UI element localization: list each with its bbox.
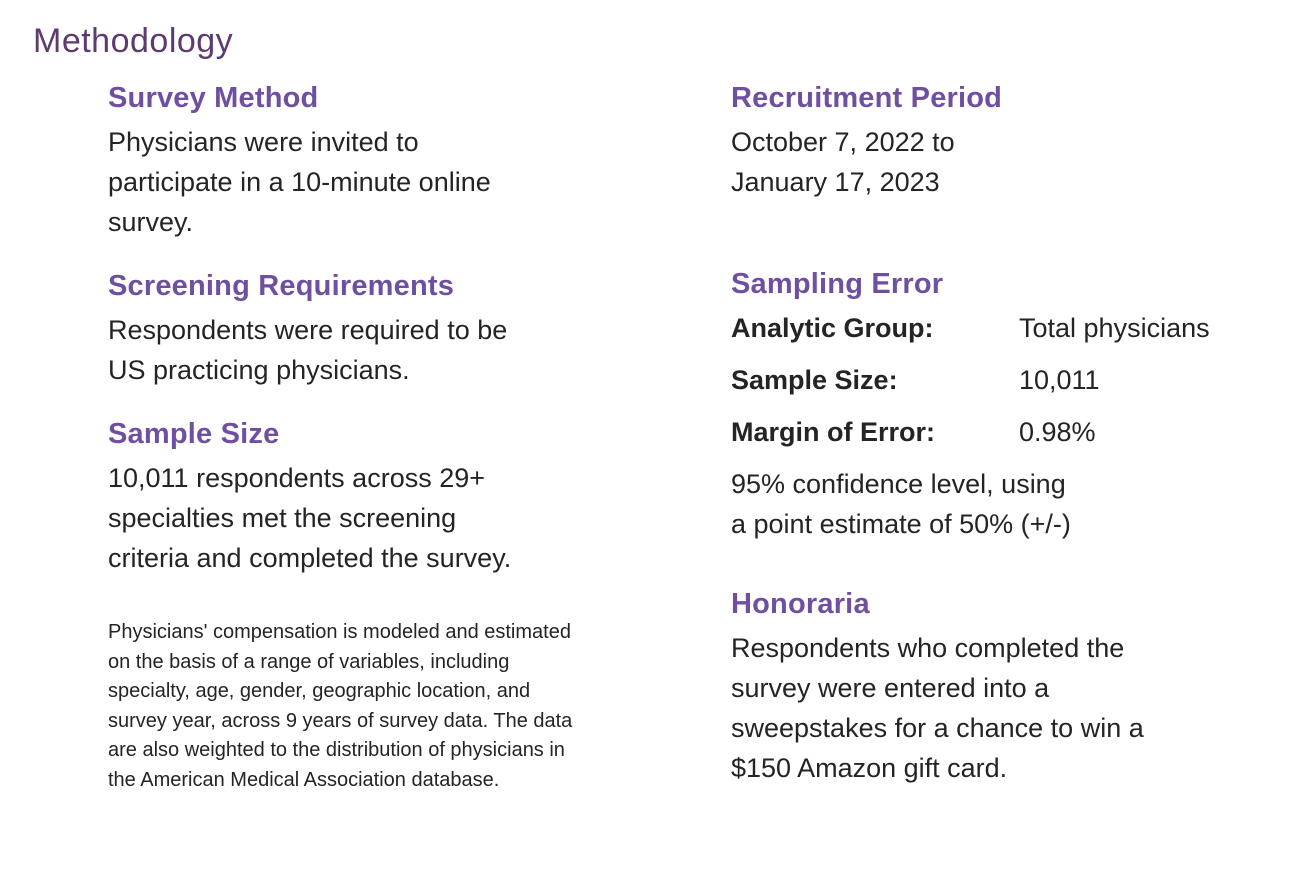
section-sample-size: Sample Size 10,011 respondents across 29… <box>108 416 693 578</box>
stat-label: Sample Size: <box>731 365 898 395</box>
text-line: criteria and completed the survey. <box>108 543 512 573</box>
text-line: on the basis of a range of variables, in… <box>108 650 510 673</box>
stat-row-margin-of-error: Margin of Error: 0.98% <box>731 412 1276 452</box>
section-sampling-error: Sampling Error Analytic Group: Total phy… <box>731 266 1276 544</box>
stat-value: 10,011 <box>1019 365 1100 395</box>
sampling-error-table: Analytic Group: Total physicians Sample … <box>731 308 1276 452</box>
stat-label: Analytic Group: <box>731 313 934 343</box>
text-line: $150 Amazon gift card. <box>731 753 1008 783</box>
stat-label: Margin of Error: <box>731 417 936 447</box>
recruitment-period-heading: Recruitment Period <box>731 82 1003 114</box>
text-line: October 7, 2022 to <box>731 127 955 157</box>
text-line: specialties met the screening <box>108 503 457 533</box>
stat-value: Total physicians <box>1019 313 1210 343</box>
section-recruitment-period: Recruitment Period October 7, 2022 to Jan… <box>731 80 1276 202</box>
text-line: a point estimate of 50% (+/-) <box>731 509 1071 539</box>
text-line: specialty, age, gender, geographic locat… <box>108 680 531 702</box>
text-line: participate in a 10-minute online <box>108 167 491 197</box>
text-line: US practicing physicians. <box>108 355 410 385</box>
page-title: Methodology <box>33 22 234 60</box>
text-line: are also weighted to the distribution of… <box>108 739 565 761</box>
text-line: Physicians' compensation is modeled and … <box>108 621 571 643</box>
stat-value: 0.98% <box>1019 417 1096 447</box>
text-line: Respondents who completed the <box>731 633 1125 663</box>
text-line: survey. <box>108 207 194 237</box>
text-line: survey were entered into a <box>731 673 1050 703</box>
section-screening-requirements: Screening Requirements Respondents were … <box>108 268 693 390</box>
stat-row-analytic-group: Analytic Group: Total physicians <box>731 308 1276 348</box>
screening-requirements-body: Respondents were required to be US practi… <box>108 310 693 390</box>
section-honoraria: Honoraria Respondents who completed the s… <box>731 586 1276 788</box>
methodology-footnote: Physicians' compensation is modeled and … <box>108 618 693 795</box>
honoraria-heading: Honoraria <box>731 588 870 620</box>
section-survey-method: Survey Method Physicians were invited to… <box>108 80 693 242</box>
honoraria-body: Respondents who completed the survey were… <box>731 628 1276 788</box>
sampling-error-heading: Sampling Error <box>731 268 944 300</box>
text-line: the American Medical Association databas… <box>108 768 500 791</box>
text-line: survey year, across 9 years of survey da… <box>108 709 573 732</box>
screening-requirements-heading: Screening Requirements <box>108 270 455 302</box>
text-line: January 17, 2023 <box>731 167 940 197</box>
survey-method-heading: Survey Method <box>108 82 319 114</box>
text-line: sweepstakes for a chance to win a <box>731 713 1144 743</box>
stat-row-sample-size: Sample Size: 10,011 <box>731 360 1276 400</box>
left-column: Survey Method Physicians were invited to… <box>108 80 693 795</box>
text-line: Physicians were invited to <box>108 127 419 157</box>
text-line: 95% confidence level, using <box>731 469 1066 499</box>
confidence-note: 95% confidence level, using a point estim… <box>731 464 1276 544</box>
right-column: Recruitment Period October 7, 2022 to Jan… <box>731 80 1276 814</box>
sample-size-body: 10,011 respondents across 29+ specialties… <box>108 458 693 578</box>
text-line: Respondents were required to be <box>108 315 508 345</box>
sample-size-heading: Sample Size <box>108 418 280 450</box>
survey-method-body: Physicians were invited to participate in… <box>108 122 693 242</box>
recruitment-period-body: October 7, 2022 to January 17, 2023 <box>731 122 1276 202</box>
text-line: 10,011 respondents across 29+ <box>108 463 486 493</box>
